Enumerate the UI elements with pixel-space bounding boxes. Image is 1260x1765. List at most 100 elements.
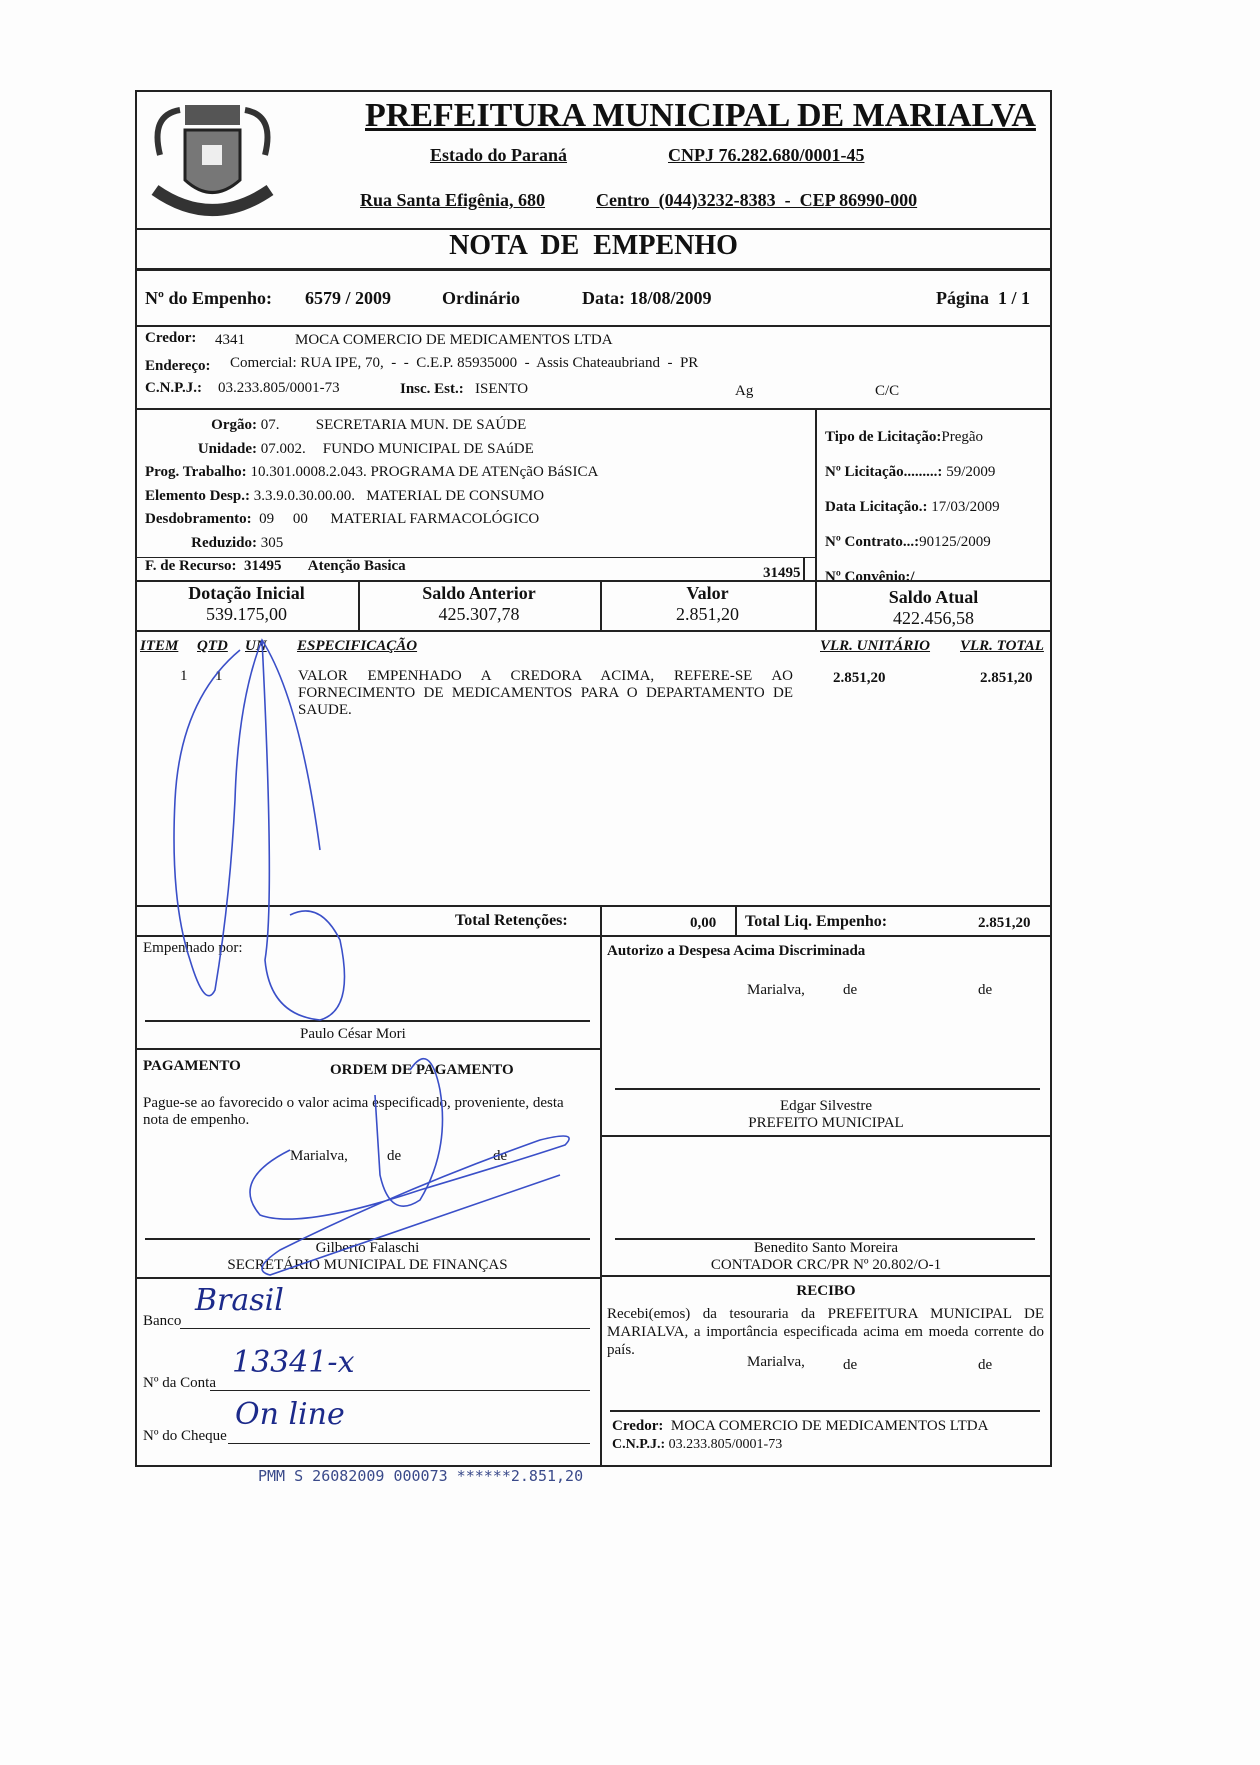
col-qtd: QTD bbox=[197, 638, 228, 654]
pagamento-city: Marialva, bbox=[290, 1148, 348, 1164]
pagamento-text: Pague-se ao favorecido o valor acima esp… bbox=[143, 1095, 564, 1128]
col-item: ITEM bbox=[140, 638, 179, 654]
autorizo-label: Autorizo a Despesa Acima Discriminada bbox=[607, 943, 866, 959]
recurso-label: F. de Recurso: bbox=[145, 558, 237, 574]
empenho-date: Data: 18/08/2009 bbox=[582, 288, 712, 308]
orgao-code: 07. bbox=[260, 417, 280, 433]
ie-value: ISENTO bbox=[475, 381, 529, 397]
pagamento-label: PAGAMENTO bbox=[143, 1058, 241, 1074]
credor-code: 4341 bbox=[215, 332, 245, 348]
orgao-name: SECRETARIA MUN. DE SAÚDE bbox=[315, 417, 527, 433]
recibo-de-2: de bbox=[978, 1357, 993, 1373]
total-retencoes: 0,00 bbox=[690, 915, 717, 931]
desdobramento-code: 09 00 bbox=[259, 511, 308, 527]
dotacao-inicial-label: Dotação Inicial bbox=[188, 583, 305, 603]
cheque-value: On line bbox=[235, 1397, 345, 1432]
autorizo-de-2: de bbox=[978, 982, 993, 998]
header-state: Estado do Paraná bbox=[430, 145, 568, 165]
banco-value: Brasil bbox=[195, 1283, 284, 1318]
recurso-code: 31495 bbox=[244, 558, 282, 574]
unidade-label: Unidade: bbox=[197, 440, 257, 457]
empenho-label: Nº do Empenho: bbox=[145, 288, 272, 308]
conta-label: Nº da Conta bbox=[143, 1375, 216, 1391]
saldo-atual-label: Saldo Atual bbox=[888, 587, 979, 607]
empenhado-por-name: Paulo César Mori bbox=[300, 1026, 406, 1042]
secretario-name: Gilberto Falaschi bbox=[315, 1240, 420, 1256]
credor-address: Comercial: RUA IPE, 70, - - C.E.P. 85935… bbox=[230, 355, 699, 371]
unidade-name: FUNDO MUNICIPAL DE SAúDE bbox=[322, 440, 534, 457]
conta-corrente-label: C/C bbox=[875, 383, 900, 399]
header-contact: Centro (044)3232-8383 - CEP 86990-000 bbox=[596, 190, 918, 210]
orgao-label: Orgão: bbox=[211, 417, 257, 433]
col-vlr-total: VLR. TOTAL bbox=[960, 638, 1044, 654]
contador-signature: Benedito Santo Moreira CONTADOR CRC/PR Nº… bbox=[600, 1240, 1052, 1274]
row-item: 1 bbox=[180, 668, 188, 684]
prog-code: 10.301.0008.2.043. bbox=[250, 464, 367, 480]
elemento-code: 3.3.9.0.30.00.00. bbox=[253, 487, 355, 504]
saldo-anterior-label: Saldo Anterior bbox=[422, 583, 536, 603]
desdobramento-label: Desdobramento: bbox=[145, 511, 252, 527]
total-retencoes-label: Total Retenções: bbox=[455, 912, 568, 929]
agencia-label: Ag bbox=[735, 383, 754, 399]
prefeito-name: Edgar Silvestre bbox=[779, 1098, 873, 1114]
total-liquido-label: Total Liq. Empenho: bbox=[745, 913, 888, 930]
autorizo-city: Marialva, bbox=[747, 982, 805, 998]
contador-name: Benedito Santo Moreira bbox=[753, 1240, 899, 1256]
row-especificacao: VALOR EMPENHADO A CREDORA ACIMA, REFERE-… bbox=[298, 668, 793, 718]
prog-label: Prog. Trabalho: bbox=[145, 464, 247, 480]
credor-label: Credor: bbox=[145, 330, 197, 346]
header-cnpj: CNPJ 76.282.680/0001-45 bbox=[668, 145, 865, 165]
saldo-anterior-value: 425.307,78 bbox=[438, 604, 520, 624]
recibo-credor-label: Credor: bbox=[612, 1418, 664, 1434]
row-vlr-unitario: 2.851,20 bbox=[833, 670, 886, 686]
data-licitacao-label: Data Licitação.: bbox=[825, 499, 928, 515]
saldo-anterior: Saldo Anterior 425.307,78 bbox=[358, 583, 600, 625]
credor-name: MOCA COMERCIO DE MEDICAMENTOS LTDA bbox=[295, 332, 613, 348]
recibo-credor: Credor: MOCA COMERCIO DE MEDICAMENTOS LT… bbox=[612, 1418, 988, 1435]
cnpj-label: C.N.P.J.: bbox=[145, 380, 202, 396]
payment-stamp: PMM S 26082009 000073 ******2.851,20 bbox=[258, 1467, 584, 1485]
page-number: Página 1 / 1 bbox=[936, 288, 1031, 308]
document-border bbox=[135, 90, 1052, 1467]
contrato: 90125/2009 bbox=[919, 534, 991, 550]
ordem-pagamento-label: ORDEM DE PAGAMENTO bbox=[330, 1062, 514, 1078]
row-qtd: 1 bbox=[215, 668, 223, 684]
saldo-atual-value: 422.456,58 bbox=[893, 608, 974, 628]
dotacao-inicial: Dotação Inicial 539.175,00 bbox=[135, 583, 358, 625]
recibo-de-1: de bbox=[843, 1357, 858, 1373]
endereco-label: Endereço: bbox=[145, 358, 211, 374]
empenhado-por-label: Empenhado por: bbox=[143, 940, 243, 956]
num-licitacao: 59/2009 bbox=[946, 464, 996, 480]
valor-label: Valor bbox=[686, 583, 729, 603]
prog-name: PROGRAMA DE ATENçãO BáSICA bbox=[370, 464, 599, 480]
contador-role: CONTADOR CRC/PR Nº 20.802/O-1 bbox=[710, 1257, 942, 1273]
saldo-atual: Saldo Atual 422.456,58 bbox=[815, 587, 1052, 629]
tipo-licitacao: Pregão bbox=[941, 429, 984, 445]
dotacao-inicial-value: 539.175,00 bbox=[206, 604, 287, 624]
dotacao-block: Orgão: 07. SECRETARIA MUN. DE SAÚDE Unida… bbox=[145, 414, 598, 579]
unidade-code: 07.002. bbox=[260, 440, 306, 457]
reduzido-code: 305 bbox=[260, 534, 284, 551]
recurso-name: Atenção Basica bbox=[307, 558, 406, 574]
elemento-name: MATERIAL DE CONSUMO bbox=[366, 487, 545, 504]
recibo-cnpj-value: 03.233.805/0001-73 bbox=[668, 1437, 783, 1452]
col-especificacao: ESPECIFICAÇÃO bbox=[297, 638, 418, 654]
empenho-number: 6579 / 2009 bbox=[305, 288, 392, 308]
total-liquido: 2.851,20 bbox=[978, 915, 1031, 931]
coat-of-arms-logo bbox=[151, 105, 274, 216]
cheque-label: Nº do Cheque bbox=[143, 1428, 227, 1444]
doc-title: NOTA DE EMPENHO bbox=[449, 230, 738, 261]
prefeito-signature: Edgar Silvestre PREFEITO MUNICIPAL bbox=[600, 1098, 1052, 1132]
recurso-code-right: 31495 bbox=[763, 565, 801, 581]
pagamento-de-2: de bbox=[493, 1148, 508, 1164]
pagamento-de-1: de bbox=[387, 1148, 402, 1164]
recibo-credor-name: MOCA COMERCIO DE MEDICAMENTOS LTDA bbox=[670, 1418, 989, 1434]
tipo-licitacao-label: Tipo de Licitação: bbox=[825, 429, 942, 445]
recibo-text: Recebi(emos) da tesouraria da PREFEITURA… bbox=[607, 1306, 1044, 1358]
header-address: Rua Santa Efigênia, 680 bbox=[360, 190, 546, 210]
recibo-cnpj-label: C.N.P.J.: bbox=[612, 1437, 666, 1452]
credor-cnpj: 03.233.805/0001-73 bbox=[218, 380, 340, 396]
recibo-cnpj: C.N.P.J.: 03.233.805/0001-73 bbox=[612, 1437, 782, 1453]
secretario-role: SECRETÁRIO MUNICIPAL DE FINANÇAS bbox=[227, 1257, 508, 1273]
